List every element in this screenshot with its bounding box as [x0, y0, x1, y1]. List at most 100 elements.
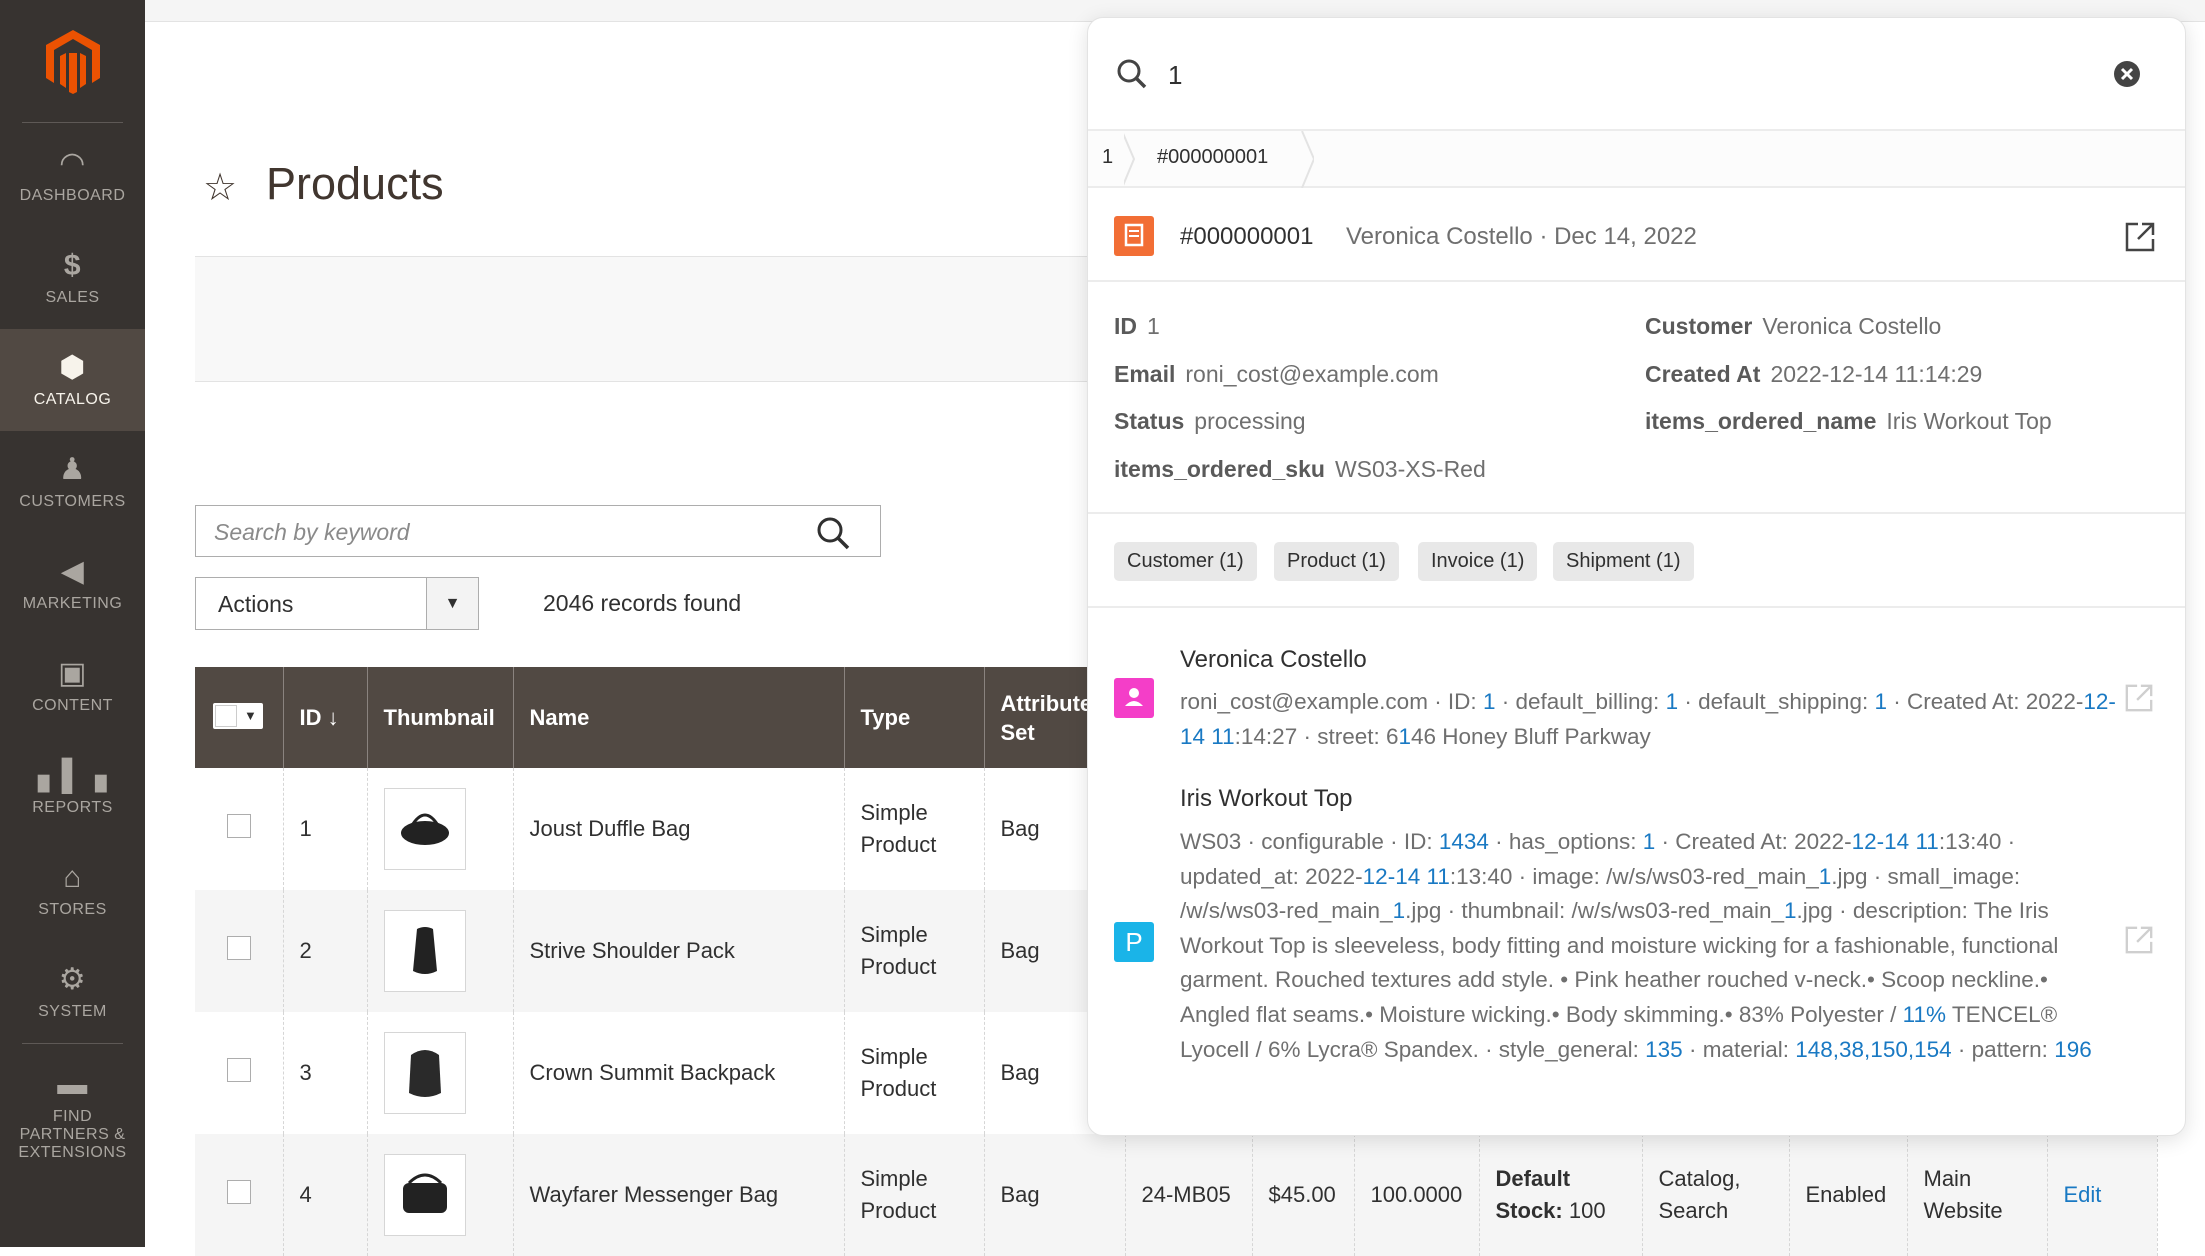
chip-customer[interactable]: Customer (1)	[1114, 542, 1257, 581]
cell-sku: 24-MB05	[1125, 1134, 1253, 1256]
column-header-type[interactable]: Type	[844, 667, 985, 768]
column-header-name[interactable]: Name	[513, 667, 845, 768]
breadcrumb-item[interactable]: 1	[1102, 146, 1114, 168]
match-highlight: 11	[1915, 829, 1939, 854]
chip-invoice[interactable]: Invoice (1)	[1418, 542, 1538, 581]
keyword-search-input[interactable]: Search by keyword	[195, 505, 881, 557]
match-highlight: 12-14	[1851, 829, 1910, 854]
sidebar-item-partners[interactable]: ▬ FIND PARTNERS & EXTENSIONS	[0, 1046, 145, 1166]
field-status: Status processing	[1114, 408, 1306, 434]
records-count: 2046 records found	[543, 590, 742, 616]
chevron-down-icon[interactable]: ▼	[426, 578, 478, 629]
cell-visibility: Catalog, Search	[1642, 1134, 1790, 1256]
description-text: roni_cost@example.com · ID:	[1180, 689, 1483, 714]
description-text: · default_shipping:	[1678, 689, 1875, 714]
cell-thumbnail	[367, 890, 514, 1012]
breadcrumb-item[interactable]: #000000001	[1157, 146, 1269, 168]
admin-sidebar: ◠ DASHBOARD $ SALES ⬢ CATALOG ♟ CUSTOMERS ◀ M…	[0, 0, 145, 1247]
product-thumbnail[interactable]	[383, 1154, 466, 1236]
search-bar[interactable]	[1088, 18, 2185, 131]
order-number: #000000001	[1180, 223, 1314, 250]
sidebar-item-customers[interactable]: ♟ CUSTOMERS	[0, 431, 145, 533]
sidebar-item-dashboard[interactable]: ◠ DASHBOARD	[0, 125, 145, 227]
sidebar-item-marketing[interactable]: ◀ MARKETING	[0, 533, 145, 635]
external-link-icon[interactable]	[2124, 925, 2154, 955]
breadcrumb-separators	[1124, 131, 1314, 188]
row-select-cell	[195, 1134, 284, 1256]
product-thumbnail[interactable]	[383, 910, 466, 992]
description-text: :13:40 · image: /w/s/ws03-red_main_	[1449, 863, 1819, 889]
search-query-input[interactable]: 1	[1168, 60, 1183, 90]
breadcrumb	[1088, 131, 2185, 188]
result-header	[1088, 188, 2185, 282]
gear-icon: ⚙	[58, 963, 87, 996]
description-text: · material:	[1682, 1036, 1796, 1062]
product-thumbnail[interactable]	[383, 1032, 466, 1114]
cell-status: Enabled	[1789, 1134, 1908, 1256]
magento-logo[interactable]	[40, 28, 106, 94]
close-icon[interactable]	[2113, 60, 2141, 88]
star-icon[interactable]: ☆	[203, 167, 238, 209]
sidebar-divider	[22, 1043, 123, 1044]
description-text: .jpg · description: The Iris Workout Top…	[1180, 898, 2059, 1027]
chip-product[interactable]: Product (1)	[1274, 542, 1399, 581]
description-text: 46 Honey Bluff Parkway	[1411, 723, 1651, 749]
sidebar-item-system[interactable]: ⚙ SYSTEM	[0, 941, 145, 1043]
description-text: .jpg · thumbnail: /w/s/ws03-red_main_	[1405, 898, 1785, 924]
order-subtitle: Veronica Costello · Dec 14, 2022	[1346, 223, 1697, 250]
sidebar-item-reports[interactable]: ▖▌▗ REPORTS	[0, 737, 145, 839]
description-text: · has_options:	[1488, 829, 1643, 854]
row-checkbox[interactable]	[226, 936, 251, 960]
row-checkbox[interactable]	[226, 1058, 251, 1082]
row-checkbox[interactable]	[226, 814, 251, 838]
row-select-cell	[195, 768, 284, 890]
sidebar-item-stores[interactable]: ⌂ STORES	[0, 839, 145, 941]
match-highlight: 11%	[1902, 1001, 1947, 1027]
result-description-customer: roni_cost@example.com · ID: 1 · default_…	[1180, 685, 2120, 754]
search-placeholder: Search by keyword	[214, 519, 410, 545]
description-text: WS03 · configurable · ID:	[1180, 829, 1439, 854]
description-text: · Created At: 2022-	[1655, 829, 1852, 854]
table-row[interactable]: 4 Wayfarer Messenger Bag Simple Product Bag…	[195, 1134, 2158, 1256]
chevron-down-icon[interactable]: ▼	[244, 708, 257, 723]
match-highlight: 1	[1818, 863, 1832, 889]
page-title: Products	[266, 158, 444, 209]
global-search-panel: 1 1 #000000001 #000000001 Veronica Coste…	[1087, 17, 2186, 1136]
cell-type: Simple Product	[844, 1134, 985, 1256]
select-all-header[interactable]: ▼	[195, 667, 284, 768]
cell-name: Crown Summit Backpack	[513, 1012, 845, 1134]
match-highlight: 1	[1665, 689, 1679, 714]
sidebar-divider	[22, 122, 123, 123]
cell-type: Simple Product	[844, 1012, 985, 1134]
cell-type: Simple Product	[844, 890, 985, 1012]
cell-name: Wayfarer Messenger Bag	[513, 1134, 845, 1256]
column-header-id[interactable]: ID ↓	[283, 667, 368, 768]
row-select-cell	[195, 1012, 284, 1134]
sidebar-item-catalog[interactable]: ⬢ CATALOG	[0, 329, 145, 431]
row-checkbox[interactable]	[226, 1180, 251, 1204]
result-title-product[interactable]: Iris Workout Top	[1180, 785, 1353, 812]
sidebar-item-content[interactable]: ▣ CONTENT	[0, 635, 145, 737]
external-link-icon[interactable]	[2124, 683, 2154, 713]
match-highlight: 1434	[1438, 829, 1489, 854]
dashboard-icon: ◠	[59, 147, 86, 180]
match-highlight: 12-14	[1362, 863, 1421, 889]
person-icon: ♟	[58, 453, 87, 486]
actions-dropdown[interactable]: Actions ▼	[195, 577, 479, 630]
cell-id: 3	[283, 1012, 368, 1134]
product-thumbnail[interactable]	[383, 788, 466, 870]
cell-thumbnail	[367, 1012, 514, 1134]
sidebar-item-sales[interactable]: $ SALES	[0, 227, 145, 329]
chip-shipment[interactable]: Shipment (1)	[1553, 542, 1694, 581]
search-icon[interactable]	[816, 516, 850, 550]
match-highlight: 1	[1784, 898, 1797, 924]
edit-link[interactable]: Edit	[2063, 1182, 2102, 1207]
match-highlight: 135	[1645, 1036, 1683, 1062]
external-link-icon[interactable]	[2124, 221, 2156, 253]
search-icon	[1117, 59, 1147, 89]
match-highlight: 1	[1482, 689, 1496, 714]
result-title-customer[interactable]: Veronica Costello	[1180, 646, 1367, 673]
select-all-checkbox[interactable]	[215, 704, 237, 727]
field-id: ID 1	[1114, 313, 1160, 339]
dollar-icon: $	[63, 249, 82, 282]
